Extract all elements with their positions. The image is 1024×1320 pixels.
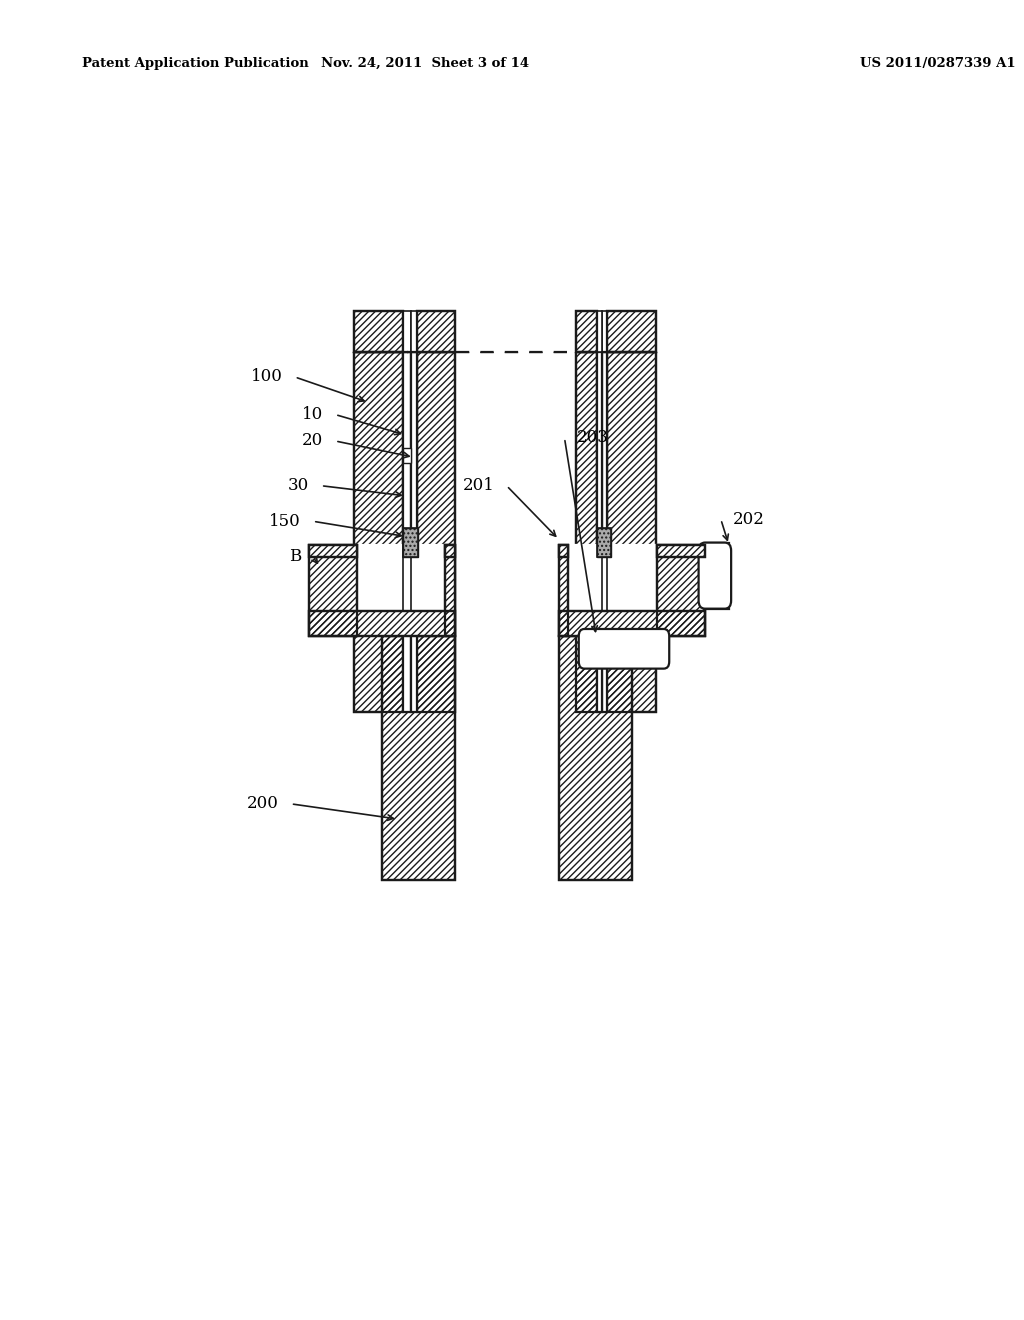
Bar xyxy=(128,158,922,351)
Bar xyxy=(445,545,455,636)
Bar xyxy=(417,351,455,713)
Bar xyxy=(382,636,455,880)
Bar xyxy=(559,636,632,880)
Bar xyxy=(606,312,655,351)
Bar xyxy=(559,545,568,557)
Bar xyxy=(559,545,568,636)
Bar xyxy=(705,543,729,609)
Bar xyxy=(577,312,597,351)
Text: 30: 30 xyxy=(288,478,309,494)
FancyBboxPatch shape xyxy=(579,630,670,669)
Bar xyxy=(309,611,455,636)
Bar xyxy=(309,611,455,636)
Bar xyxy=(354,351,403,713)
Bar xyxy=(403,447,412,463)
Bar xyxy=(602,351,606,713)
Bar xyxy=(403,351,412,713)
Bar xyxy=(403,312,412,351)
Bar xyxy=(559,611,705,636)
Bar xyxy=(412,312,417,351)
Bar xyxy=(354,312,403,351)
Bar xyxy=(559,545,568,557)
Bar xyxy=(445,545,455,557)
Bar xyxy=(568,545,657,611)
Text: B: B xyxy=(289,548,301,565)
Bar xyxy=(309,545,356,557)
Text: 201: 201 xyxy=(463,478,495,494)
Text: 150: 150 xyxy=(269,512,301,529)
Text: 20: 20 xyxy=(302,433,324,449)
Bar xyxy=(597,528,611,557)
Bar xyxy=(606,351,655,713)
Text: 10: 10 xyxy=(302,407,324,422)
Bar xyxy=(577,351,597,713)
Bar xyxy=(417,351,455,713)
Text: Patent Application Publication: Patent Application Publication xyxy=(82,57,308,70)
Bar xyxy=(606,351,655,713)
Bar xyxy=(597,528,611,557)
Text: 203: 203 xyxy=(577,429,608,446)
Bar xyxy=(309,545,356,636)
Bar xyxy=(354,351,403,713)
Text: US 2011/0287339 A1: US 2011/0287339 A1 xyxy=(860,57,1016,70)
Bar xyxy=(412,351,417,713)
Bar xyxy=(417,312,455,351)
FancyBboxPatch shape xyxy=(698,543,731,609)
Bar xyxy=(559,545,568,636)
Bar xyxy=(417,312,455,351)
Bar xyxy=(445,545,455,557)
Bar xyxy=(602,312,606,351)
Bar xyxy=(559,636,632,880)
Bar xyxy=(445,545,455,636)
Bar xyxy=(354,312,403,351)
Text: 200: 200 xyxy=(247,796,279,812)
Bar xyxy=(403,528,418,557)
Bar xyxy=(606,312,655,351)
Bar xyxy=(581,636,668,661)
Bar xyxy=(597,351,602,713)
Text: 100: 100 xyxy=(251,368,283,385)
Bar xyxy=(309,545,356,636)
Bar xyxy=(657,545,705,636)
Bar xyxy=(657,545,705,557)
Bar xyxy=(657,545,705,557)
Bar xyxy=(309,545,356,557)
Bar xyxy=(356,545,445,611)
Bar xyxy=(597,312,602,351)
Text: 202: 202 xyxy=(733,511,765,528)
Text: FIG. 2B: FIG. 2B xyxy=(471,261,579,289)
Bar xyxy=(559,611,705,636)
Bar xyxy=(382,636,455,880)
Bar xyxy=(403,528,418,557)
Text: Nov. 24, 2011  Sheet 3 of 14: Nov. 24, 2011 Sheet 3 of 14 xyxy=(321,57,529,70)
Bar xyxy=(657,545,705,636)
Bar xyxy=(577,312,597,351)
Bar xyxy=(577,351,597,713)
